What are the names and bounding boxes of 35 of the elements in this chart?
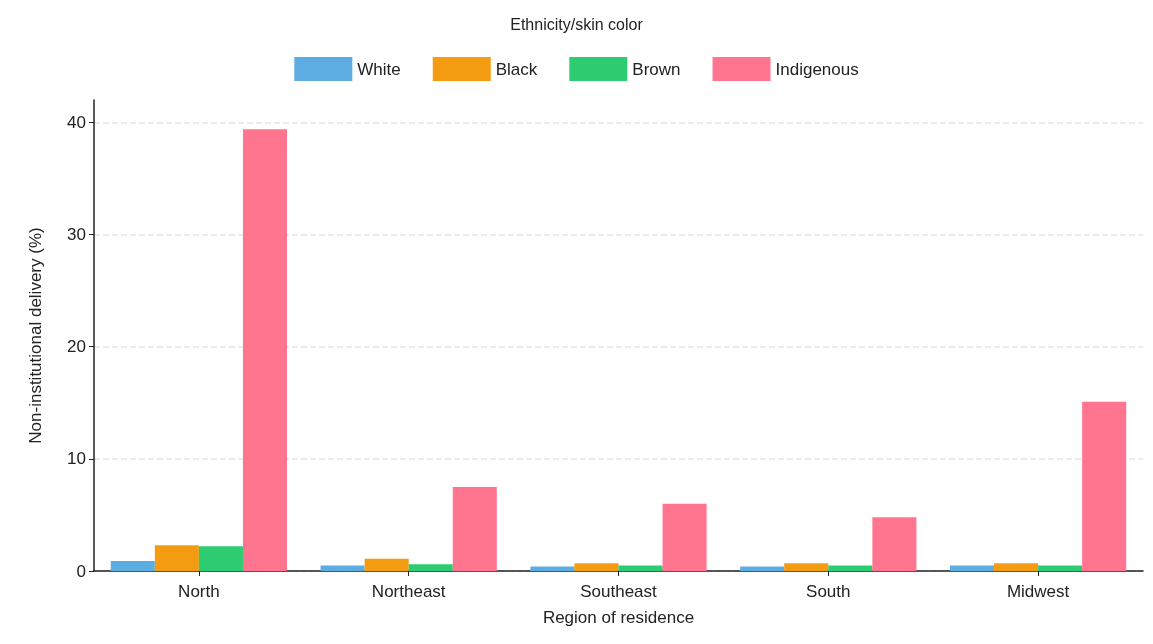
bar <box>242 129 288 571</box>
bar <box>784 563 829 571</box>
legend-label: White <box>357 59 401 79</box>
x-tick-label: Southeast <box>580 582 658 601</box>
legend-title: Ethnicity/skin color <box>510 15 644 33</box>
x-tick-label: North <box>178 582 220 601</box>
x-tick-label: South <box>806 582 851 601</box>
bar <box>949 565 995 571</box>
y-tick-label: 10 <box>67 449 86 469</box>
bar <box>1038 565 1083 571</box>
legend-label: Brown <box>632 59 681 79</box>
legend-label: Black <box>495 59 538 79</box>
y-tick-label: 30 <box>67 225 86 245</box>
bar <box>662 503 707 571</box>
x-axis-title: Region of residence <box>542 608 695 627</box>
y-tick-label: 20 <box>67 337 86 357</box>
bar <box>828 565 873 571</box>
bar <box>320 565 365 571</box>
y-tick-label: 40 <box>67 112 86 132</box>
x-tick-label: Midwest <box>1006 582 1070 601</box>
y-tick-label: 0 <box>76 561 86 581</box>
bar <box>154 545 199 571</box>
bar <box>452 486 497 571</box>
bar <box>1082 401 1127 571</box>
bar <box>364 558 409 571</box>
x-tick-label: Northeast <box>371 582 446 601</box>
bar <box>994 563 1039 571</box>
bar <box>618 565 663 571</box>
bar <box>574 563 619 571</box>
bar <box>408 564 453 571</box>
bar <box>110 560 155 571</box>
bar <box>872 517 917 571</box>
y-axis-title: Non-institutional delivery (%) <box>26 227 45 444</box>
bar <box>198 546 243 571</box>
legend-label: Indigenous <box>775 59 859 79</box>
